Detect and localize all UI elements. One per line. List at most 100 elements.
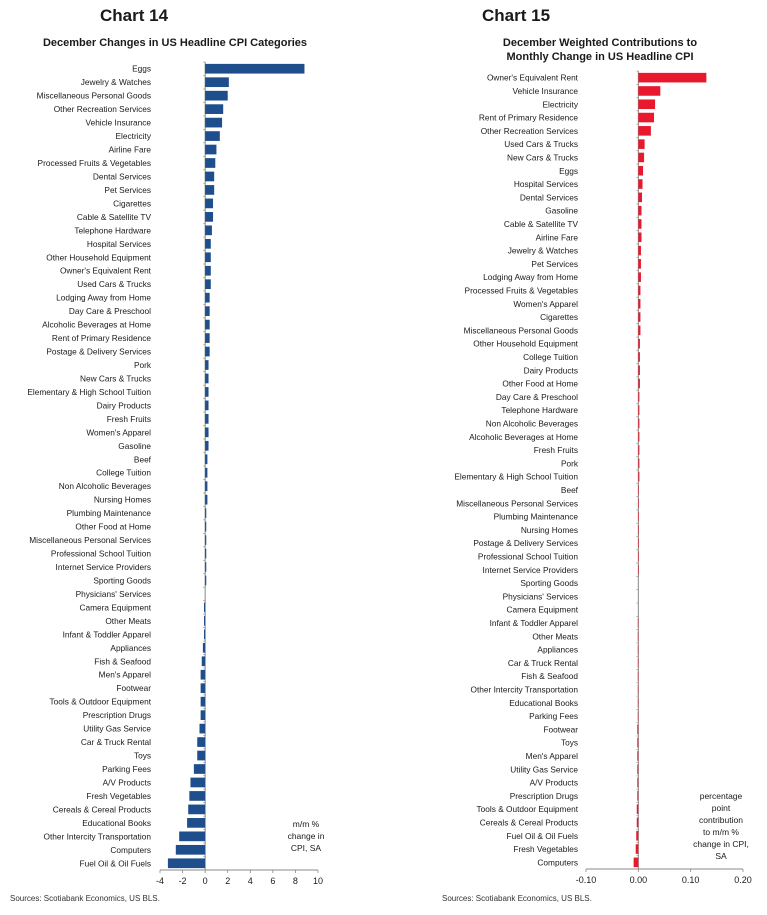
chart15-note-line-1: percentage [699, 791, 743, 801]
chart15-category-label: Day Care & Preschool [496, 392, 578, 402]
chart15-bar [638, 325, 641, 336]
chart14-bar [187, 818, 206, 828]
chart15-category-label: Processed Fruits & Vegetables [465, 285, 578, 295]
chart14-bar [205, 90, 228, 101]
chart14-bar [201, 656, 206, 667]
chart15-bar [638, 179, 643, 189]
chart14-bar [205, 306, 210, 316]
chart14-category-label: A/V Products [103, 777, 151, 787]
chart14-x-tick-label: 10 [313, 876, 323, 886]
chart15-category-label: Fresh Fruits [534, 445, 578, 455]
chart14-category-label: Footwear [116, 683, 151, 693]
chart14-note-line-2: change in [287, 831, 325, 841]
chart15-bar [638, 72, 707, 83]
chart14-bar [205, 212, 214, 222]
chart15-category-label: Pork [561, 458, 579, 468]
chart14-bar [205, 548, 207, 559]
chart14-number: Chart 14 [100, 6, 169, 25]
chart15-category-label: Vehicle Insurance [513, 86, 579, 96]
chart15-category-label: Beef [561, 485, 579, 495]
chart14-category-label: Hospital Services [87, 239, 151, 249]
chart14-bar [205, 535, 207, 545]
chart14-category-label: Rent of Primary Residence [52, 333, 152, 343]
chart14-category-label: Appliances [110, 643, 151, 653]
chart15-bar [637, 697, 639, 708]
chart15-bar [637, 644, 639, 655]
chart14-category-label: Airline Fare [109, 145, 152, 155]
chart14-bar [205, 400, 209, 411]
chart15-category-label: Non Alcoholic Beverages [486, 418, 578, 428]
chart15-category-label: Hospital Services [514, 179, 578, 189]
chart15-category-label: Pet Services [531, 259, 578, 269]
chart15-category-label: New Cars & Trucks [507, 152, 578, 162]
chart14-category-label: Dairy Products [97, 400, 151, 410]
chart15-bar [638, 86, 661, 96]
chart14-category-label: Miscellaneous Personal Services [29, 535, 151, 545]
chart15-bar [638, 219, 642, 229]
chart14-category-label: Fish & Seafood [94, 656, 151, 666]
chart15-bar [638, 285, 641, 296]
chart15-category-label: Electricity [543, 99, 579, 109]
chart14-bar [205, 252, 211, 263]
chart14-category-label: Elementary & High School Tuition [27, 387, 151, 397]
chart14-bar [205, 319, 210, 330]
chart15-category-label: Lodging Away from Home [483, 272, 578, 282]
chart14-bar [205, 454, 208, 465]
chart14-category-label: Other Intercity Transportation [44, 831, 152, 841]
chart14-category-label: Fresh Vegetables [86, 791, 151, 801]
chart14-bar [175, 844, 206, 855]
chart15-bar [638, 525, 639, 535]
chart15-bar [636, 804, 639, 814]
chart15-bar [638, 365, 640, 376]
chart15-category-label: Internet Service Providers [483, 565, 578, 575]
chart14-bar [202, 642, 206, 653]
chart15-bar [638, 312, 641, 322]
chart14-bar [199, 723, 206, 734]
chart15-category-label: Other Recreation Services [481, 126, 578, 136]
chart14-bar [205, 427, 209, 438]
chart15-bar [638, 445, 640, 455]
chart14-category-label: Educational Books [82, 818, 151, 828]
chart15-category-label: Tools & Outdoor Equipment [477, 804, 579, 814]
chart15-bar [638, 152, 645, 163]
chart15-title: December Weighted Contributions to Month… [440, 36, 760, 64]
chart15-category-label: Plumbing Maintenance [494, 512, 579, 522]
chart15-bar [638, 378, 640, 389]
chart15-bar [638, 538, 639, 548]
chart15-category-label: College Tuition [523, 352, 578, 362]
chart14-category-label: Utility Gas Service [83, 724, 151, 734]
chart15-bar [633, 857, 639, 868]
chart14-category-label: Other Recreation Services [54, 104, 151, 114]
chart15-bar [637, 791, 639, 801]
chart14-category-label: Physicians' Services [76, 589, 151, 599]
chart15-category-label: Elementary & High School Tuition [454, 472, 578, 482]
chart15-category-label: Dairy Products [524, 365, 578, 375]
chart14-category-label: Women's Apparel [86, 427, 151, 437]
chart15-bar [638, 112, 655, 123]
chart14-bar [205, 104, 224, 114]
chart14-bar [197, 750, 206, 761]
chart14-bar [205, 387, 209, 397]
chart15-bar [638, 298, 641, 309]
chart15-title-line-1: December Weighted Contributions to [502, 37, 698, 49]
chart15-category-label: Fresh Vegetables [513, 844, 578, 854]
chart14-category-label: Jewelry & Watches [81, 77, 151, 87]
chart15-bar [638, 338, 640, 349]
chart15-category-label: Fish & Seafood [521, 671, 578, 681]
chart15-category-label: Miscellaneous Personal Services [456, 498, 578, 508]
chart15-category-label: Airline Fare [536, 232, 579, 242]
chart15-category-label: Used Cars & Trucks [504, 139, 578, 149]
chart14-category-label: Pork [134, 360, 152, 370]
chart14-bar [200, 683, 206, 694]
chart15-bar [637, 777, 639, 788]
chart14-bar [205, 414, 209, 424]
chart14-bar [205, 494, 208, 505]
chart14-note-line-3: CPI, SA [290, 843, 322, 853]
chart15-bar [638, 405, 640, 415]
chart14-x-tick-label: 6 [270, 876, 275, 886]
chart15-category-label: Postage & Delivery Services [473, 538, 578, 548]
chart15-category-label: Rent of Primary Residence [479, 113, 579, 123]
chart15-x-tick-label: 0.00 [630, 875, 648, 885]
chart15-bar [638, 551, 639, 562]
